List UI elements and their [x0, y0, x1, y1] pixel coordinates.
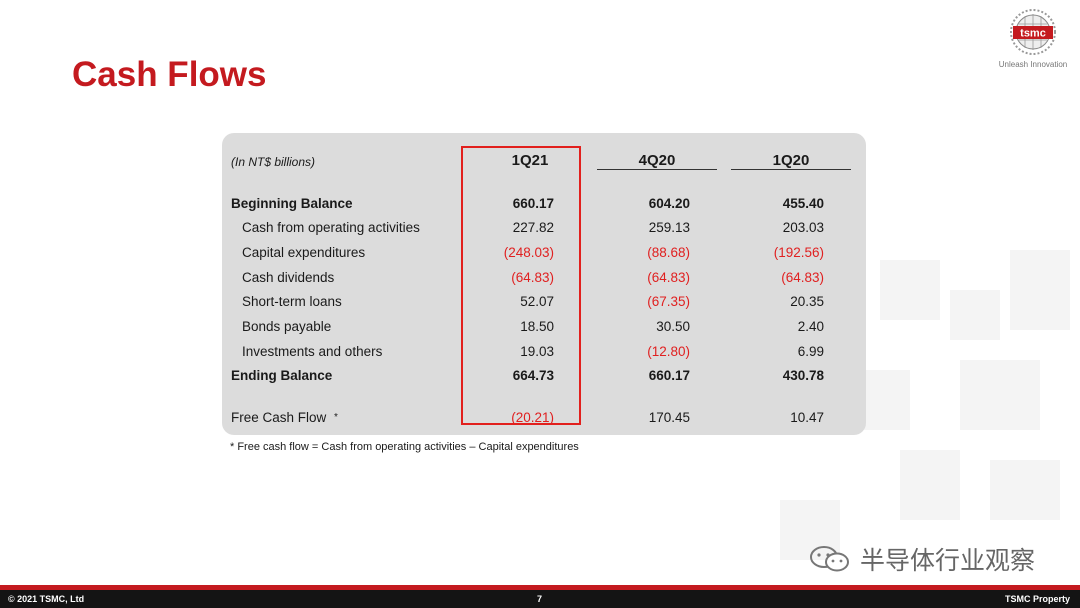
tsmc-logo: tsmc Unleash Innovation: [988, 8, 1078, 70]
table-cell: 20.35: [790, 294, 824, 309]
wechat-icon: [810, 546, 849, 572]
table-cell: (64.83): [781, 270, 824, 285]
svg-text:tsmc: tsmc: [1020, 28, 1046, 40]
table-cell: 18.50: [520, 319, 554, 334]
footer-copyright: © 2021 TSMC, Ltd: [8, 594, 85, 604]
tsmc-logo-icon: tsmc: [1010, 9, 1056, 55]
table-cell: 6.99: [797, 344, 824, 359]
free-cash-flow-label: Free Cash Flow: [231, 410, 327, 425]
column-header-4q20: 4Q20: [638, 152, 676, 169]
table-cell: 2.40: [797, 319, 824, 334]
footnote-marker: *: [334, 412, 338, 423]
row-label-free-cash-flow: Free Cash Flow *: [231, 410, 338, 426]
row-label-bonds-payable: Bonds payable: [242, 319, 332, 334]
table-cell: 259.13: [648, 220, 690, 235]
highlighted-column-box: [461, 146, 581, 425]
row-label-short-term-loans: Short-term loans: [242, 294, 342, 309]
footer-accent-bar: [0, 585, 1080, 590]
row-label-cash-from-operations: Cash from operating activities: [242, 220, 420, 235]
table-cell: 19.03: [520, 344, 554, 359]
table-cell: (64.83): [511, 270, 554, 285]
table-cell: 604.20: [648, 196, 690, 211]
logo-tagline: Unleash Innovation: [998, 60, 1068, 69]
table-cell: 430.78: [782, 368, 824, 383]
table-cell: (12.80): [647, 344, 690, 359]
row-label-capital-expenditures: Capital expenditures: [242, 245, 366, 260]
column-header-1q21: 1Q21: [511, 152, 549, 169]
row-label-beginning-balance: Beginning Balance: [231, 196, 353, 211]
table-cell: 660.17: [648, 368, 690, 383]
table-cell: 660.17: [512, 196, 554, 211]
table-cell: 10.47: [790, 410, 824, 425]
watermark-text: 半导体行业观察: [860, 546, 1036, 575]
row-label-ending-balance: Ending Balance: [231, 368, 333, 383]
row-label-investments-and-others: Investments and others: [242, 344, 383, 359]
footnote: * Free cash flow = Cash from operating a…: [230, 441, 579, 453]
table-cell: 52.07: [520, 294, 554, 309]
page-title: Cash Flows: [72, 55, 267, 94]
column-header-1q20: 1Q20: [772, 152, 810, 169]
table-cell: (248.03): [503, 245, 554, 260]
table-cell: 203.03: [782, 220, 824, 235]
row-label-cash-dividends: Cash dividends: [242, 270, 335, 285]
footer-bar: © 2021 TSMC, Ltd 7 TSMC Property: [0, 590, 1080, 608]
column-header-underline: [597, 169, 717, 170]
table-cell: (67.35): [647, 294, 690, 309]
table-cell: 664.73: [512, 368, 554, 383]
table-panel: [222, 133, 866, 435]
background-pattern: [660, 250, 1080, 580]
table-cell: 170.45: [648, 410, 690, 425]
footer-property: TSMC Property: [1004, 594, 1070, 604]
column-header-underline: [731, 169, 851, 170]
table-cell: 227.82: [512, 220, 554, 235]
table-cell: (20.21): [511, 410, 554, 425]
table-cell: (64.83): [647, 270, 690, 285]
table-cell: 30.50: [656, 319, 690, 334]
table-cell: (88.68): [647, 245, 690, 260]
page-number: 7: [537, 594, 543, 604]
table-cell: 455.40: [782, 196, 824, 211]
unit-label: (In NT$ billions): [231, 155, 316, 169]
watermark: 半导体行业观察: [808, 542, 1035, 576]
table-cell: (192.56): [773, 245, 824, 260]
